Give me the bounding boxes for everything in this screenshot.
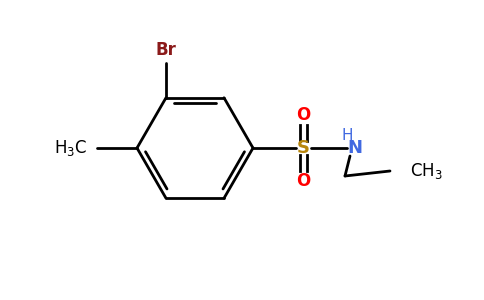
Text: O: O xyxy=(296,106,310,124)
Text: H$_3$C: H$_3$C xyxy=(54,138,87,158)
Text: O: O xyxy=(296,172,310,190)
Text: H: H xyxy=(341,128,353,142)
Text: CH$_3$: CH$_3$ xyxy=(410,161,443,181)
Text: N: N xyxy=(348,139,363,157)
Text: Br: Br xyxy=(155,41,177,59)
Text: S: S xyxy=(297,139,309,157)
